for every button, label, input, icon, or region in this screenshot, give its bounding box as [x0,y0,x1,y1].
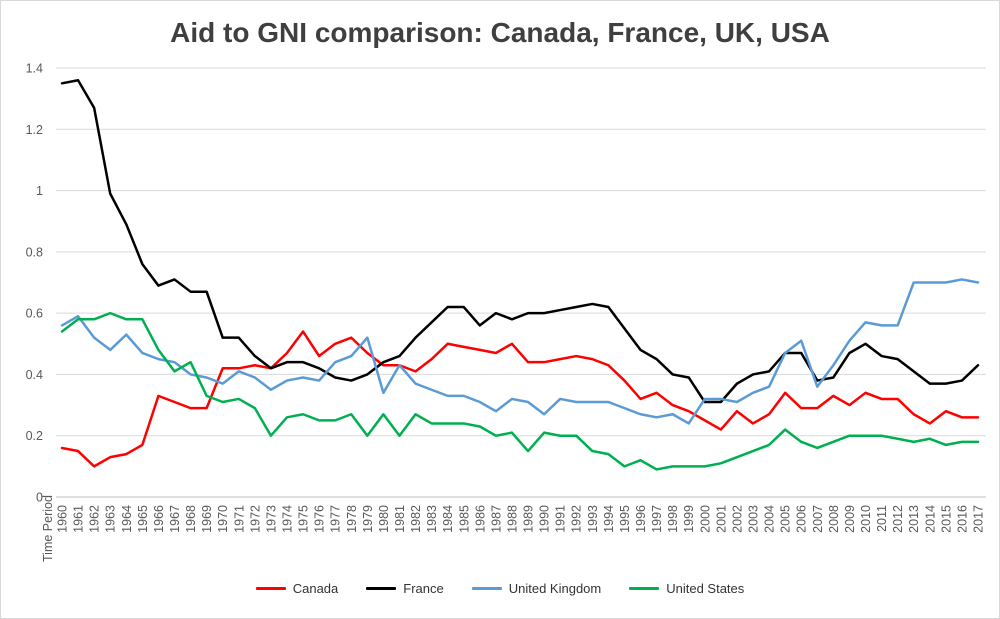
legend-label-united-kingdom: United Kingdom [508,580,602,596]
x-tick-label: 2016 [955,505,969,533]
x-tick-label: 2009 [843,505,857,533]
x-tick-label: 1969 [200,505,214,533]
x-tick-label: 1964 [120,505,134,533]
x-tick-label: 2017 [972,505,986,533]
x-tick-label: 1971 [232,505,246,533]
x-tick-label: 1990 [538,505,552,533]
x-tick-label: 1970 [216,505,230,533]
x-tick-label: 1984 [441,505,455,533]
x-tick-label: 2001 [714,505,728,533]
x-axis-title: Time Period [41,495,55,562]
legend-item-united-kingdom: United Kingdom [471,580,602,596]
legend: Canada France United Kingdom United Stat… [1,577,999,599]
legend-swatch-france [366,586,397,590]
x-tick-label: 1992 [570,505,584,533]
x-tick-label: 1981 [393,505,407,533]
series-line-united-kingdom [60,278,980,425]
x-tick-label: 1975 [297,505,311,533]
x-tick-label: 1987 [489,505,503,533]
series-line-united-states [60,311,980,471]
x-tick-label: 1997 [650,505,664,533]
x-tick-label: 2008 [827,505,841,533]
legend-label-united-states: United States [666,580,745,596]
legend-item-united-states: United States [629,581,744,596]
x-tick-label: 1979 [361,505,375,533]
x-tick-label: 2000 [698,505,712,533]
x-tick-label: 2004 [763,505,777,533]
x-tick-label: 1993 [586,505,600,533]
y-tick-label: 0 [36,491,43,505]
series-line-france [60,79,980,404]
y-tick-label: 0.2 [26,429,43,443]
x-tick-label: 1965 [136,505,150,533]
legend-item-france: France [366,580,444,596]
line-chart: 0 0.2 0.4 0.6 0.8 1 1.2 1.4 1960 1961 1962 1963 1964… [26,62,986,562]
y-tick-label: 1.2 [26,123,43,137]
x-tick-label: 1985 [457,505,471,533]
x-tick-label: 1963 [104,505,118,533]
x-tick-label: 2011 [875,505,889,532]
x-tick-label: 1960 [56,505,70,533]
x-tick-label: 1976 [313,505,327,533]
legend-swatch-canada [255,586,286,590]
x-tick-label: 1996 [634,505,648,533]
x-tick-label: 1972 [248,505,262,533]
x-tick-label: 1978 [345,505,359,533]
x-tick-label: 2014 [923,505,937,533]
x-tick-label: 1989 [522,505,536,533]
legend-swatch-united-kingdom [471,586,502,590]
x-tick-label: 2005 [779,505,793,533]
x-tick-label: 1983 [425,505,439,533]
x-tick-label: 1982 [409,505,423,533]
y-tick-label: 1 [36,184,43,198]
y-tick-label: 0.6 [26,307,43,321]
x-tick-label: 1998 [666,505,680,533]
x-tick-label: 1977 [329,505,343,533]
y-tick-label: 1.4 [26,62,43,76]
x-tick-label: 1986 [473,505,487,533]
x-tick-label: 2003 [747,505,761,533]
x-tick-label: 1991 [554,505,568,533]
x-tick-label: 2006 [795,505,809,533]
x-tick-label: 2013 [907,505,921,533]
series-line-canada [60,330,980,468]
y-tick-label: 0.8 [26,245,43,259]
x-tick-label: 1973 [264,505,278,533]
x-tick-label: 1980 [377,505,391,533]
x-tick-label: 1966 [152,505,166,533]
x-tick-label: 1999 [682,505,696,533]
x-tick-label: 1974 [280,505,294,533]
x-tick-label: 1995 [618,505,632,533]
x-tick-label: 1968 [184,505,198,533]
legend-swatch-united-states [629,586,660,590]
legend-label-canada: Canada [292,580,339,596]
y-tick-label: 0.4 [26,368,43,382]
x-tick-label: 1988 [505,505,519,533]
x-tick-label: 1967 [168,505,182,533]
legend-label-france: France [403,580,444,596]
chart-title: Aid to GNI comparison: Canada, France, U… [170,17,830,48]
legend-item-canada: Canada [255,580,339,596]
x-tick-label: 2002 [730,505,744,533]
x-tick-label: 2007 [811,505,825,533]
x-tick-label: 2015 [939,505,953,533]
x-tick-label: 1961 [72,505,86,533]
x-tick-label: 1994 [602,505,616,533]
x-tick-label: 1962 [88,505,102,533]
x-tick-label: 2010 [859,505,873,533]
x-tick-label: 2012 [891,505,905,533]
